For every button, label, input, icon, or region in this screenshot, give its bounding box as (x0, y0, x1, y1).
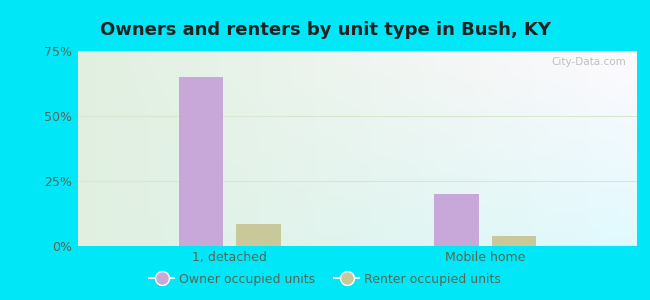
Text: Owners and renters by unit type in Bush, KY: Owners and renters by unit type in Bush,… (99, 21, 551, 39)
Bar (179, 77, 224, 246)
Bar (491, 236, 536, 246)
Text: City-Data.com: City-Data.com (551, 57, 626, 67)
Legend: Owner occupied units, Renter occupied units: Owner occupied units, Renter occupied un… (144, 268, 506, 291)
Bar (236, 224, 281, 246)
Bar (434, 194, 479, 246)
